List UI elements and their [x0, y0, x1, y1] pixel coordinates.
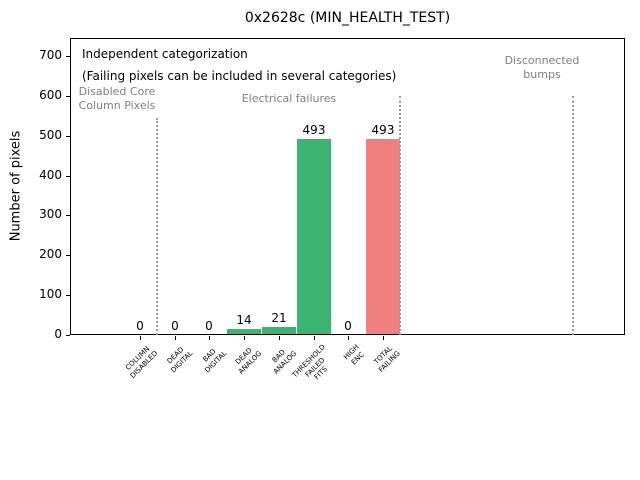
y-tick-label: 400: [39, 167, 62, 182]
section-label-line: Electrical failures: [241, 92, 337, 105]
bar-bad-analog: [262, 326, 296, 334]
value-label-dead-analog: 14: [236, 313, 252, 328]
x-tick-mark: [140, 336, 141, 340]
section-divider-line-3: [572, 96, 574, 335]
y-tick-mark: [66, 135, 70, 137]
y-tick-mark: [66, 335, 70, 336]
y-tick-mark: [66, 95, 70, 97]
x-tick-label-threshold-failed-fits: THRESHOLD FAILED FITS: [290, 343, 339, 392]
value-label-threshold-failed-fits: 493: [302, 122, 326, 137]
value-label-bad-analog: 21: [271, 310, 287, 325]
plot-area: [70, 38, 625, 335]
section-label-electrical-failures: Electrical failures: [189, 92, 389, 106]
value-label-dead-digital: 0: [171, 319, 179, 333]
x-tick-label-total-failing: TOTAL FAILING: [371, 343, 402, 374]
value-label-column-disabled: 0: [136, 319, 144, 333]
bar-total-failing: [366, 138, 400, 334]
y-tick-label: 200: [39, 247, 62, 262]
section-divider-line-2: [399, 96, 401, 335]
y-tick-label: 100: [39, 287, 62, 302]
section-label-line: Disabled Core: [78, 85, 156, 98]
annotation-note-line1: Independent categorization: [82, 47, 248, 61]
y-tick-label: 300: [39, 207, 62, 222]
x-tick-mark: [175, 336, 176, 340]
x-tick-label-dead-analog: DEAD ANALOG: [230, 343, 263, 376]
x-tick-label-dead-digital: DEAD DIGITAL: [163, 343, 194, 374]
section-label-disconnected-bumps: Disconnected bumps: [442, 54, 640, 82]
x-tick-mark: [279, 336, 280, 340]
section-label-line: Column Pixels: [78, 99, 156, 112]
y-tick-mark: [66, 56, 70, 57]
section-label-disabled-core-column-pixels: Disabled Core Column Pixels: [17, 85, 217, 113]
y-tick-label: 600: [39, 87, 62, 102]
y-tick-mark: [66, 255, 70, 257]
y-tick-label: 0: [54, 327, 62, 341]
y-tick-mark: [66, 175, 70, 177]
x-tick-label-column-disabled: COLUMN DISABLED: [122, 343, 159, 380]
chart-title: 0x2628c (MIN_HEALTH_TEST): [244, 10, 451, 26]
x-tick-mark: [348, 336, 349, 340]
x-tick-label-bad-digital: BAD DIGITAL: [197, 343, 228, 374]
y-tick-label: 700: [39, 48, 62, 62]
value-label-total-failing: 493: [371, 122, 395, 137]
section-label-line: Disconnected: [504, 54, 580, 67]
section-label-line: bumps: [523, 68, 561, 81]
bar-threshold-failed-fits: [297, 138, 331, 334]
annotation-note-line2: (Failing pixels can be included in sever…: [82, 69, 397, 83]
x-tick-mark: [383, 336, 384, 340]
x-tick-mark: [314, 336, 315, 340]
value-label-bad-digital: 0: [205, 319, 213, 333]
value-label-high-enc: 0: [344, 319, 352, 333]
y-tick-mark: [66, 295, 70, 297]
section-divider-line-1: [156, 118, 158, 335]
y-axis-label: Number of pixels: [8, 130, 24, 242]
y-tick-mark: [66, 215, 70, 217]
x-tick-label-high-enc: HIGH ENC: [342, 343, 367, 368]
x-tick-mark: [244, 336, 245, 340]
x-tick-mark: [209, 336, 210, 340]
bar-dead-analog: [227, 329, 261, 334]
y-tick-label: 500: [39, 127, 62, 142]
